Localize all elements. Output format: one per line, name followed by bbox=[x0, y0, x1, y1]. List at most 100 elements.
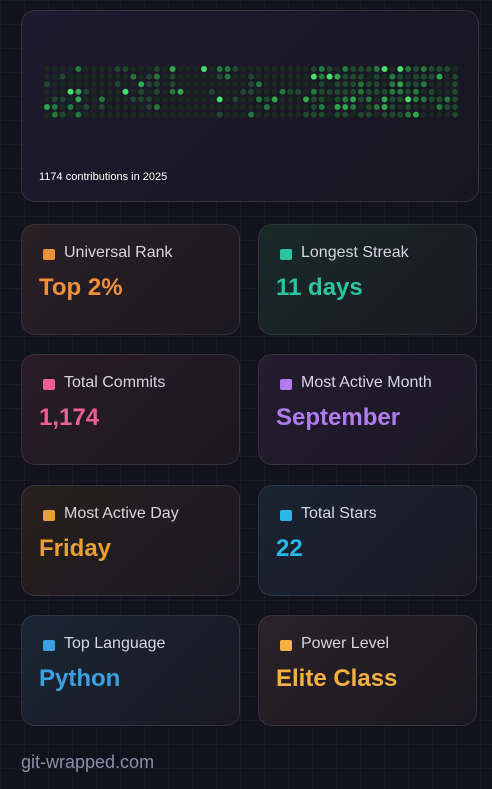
heatmap-dot bbox=[44, 81, 50, 88]
heatmap-dot bbox=[75, 81, 82, 88]
heatmap-dot bbox=[83, 111, 90, 118]
heatmap-dot bbox=[326, 88, 333, 95]
heatmap-dot bbox=[263, 73, 270, 80]
heatmap-dot bbox=[271, 96, 278, 103]
heatmap-dot bbox=[248, 104, 255, 110]
heatmap-dot bbox=[326, 111, 333, 118]
heatmap-dot bbox=[287, 111, 294, 118]
heatmap-dot bbox=[169, 104, 176, 110]
heatmap-dot bbox=[153, 66, 160, 72]
heatmap-dot bbox=[248, 96, 255, 103]
heatmap-dot bbox=[350, 73, 357, 80]
heatmap-dot bbox=[263, 88, 270, 95]
stat-card: Longest Streak 11 days bbox=[258, 224, 477, 335]
heatmap-dot bbox=[412, 111, 419, 118]
heatmap-dot bbox=[59, 81, 66, 88]
heatmap-dot bbox=[208, 81, 215, 88]
heatmap-dot bbox=[452, 111, 459, 118]
heatmap-dot bbox=[91, 104, 98, 110]
stat-card: Universal Rank Top 2% bbox=[21, 224, 240, 335]
heatmap-dot bbox=[350, 96, 357, 103]
heatmap-dot bbox=[98, 66, 105, 72]
heatmap-dot bbox=[342, 81, 349, 88]
stat-card: Top Language Python bbox=[21, 615, 240, 726]
heatmap-dot bbox=[279, 104, 286, 110]
stat-icon bbox=[43, 640, 55, 651]
heatmap-dot bbox=[310, 66, 317, 72]
heatmap-dot bbox=[177, 104, 184, 110]
heatmap-dot bbox=[428, 73, 435, 80]
heatmap-dot bbox=[106, 81, 113, 88]
stat-value: Elite Class bbox=[276, 665, 398, 692]
heatmap-dot bbox=[452, 104, 459, 110]
heatmap-dot bbox=[248, 111, 255, 118]
heatmap-dot bbox=[240, 96, 247, 103]
heatmap-dot bbox=[326, 73, 333, 80]
heatmap-dot bbox=[436, 96, 443, 103]
heatmap-dot bbox=[146, 66, 153, 72]
heatmap-dot bbox=[232, 111, 239, 118]
heatmap-dot bbox=[373, 66, 380, 72]
heatmap-dot bbox=[44, 96, 50, 103]
heatmap-dot bbox=[342, 96, 349, 103]
heatmap-dot bbox=[106, 111, 113, 118]
heatmap-dot bbox=[295, 66, 302, 72]
heatmap-dot bbox=[224, 104, 231, 110]
heatmap bbox=[44, 66, 459, 118]
heatmap-dot bbox=[295, 111, 302, 118]
heatmap-dot bbox=[436, 81, 443, 88]
heatmap-dot bbox=[153, 96, 160, 103]
heatmap-dot bbox=[193, 104, 200, 110]
heatmap-dot bbox=[381, 73, 388, 80]
stat-card: Power Level Elite Class bbox=[258, 615, 477, 726]
heatmap-dot bbox=[436, 111, 443, 118]
heatmap-dot bbox=[122, 66, 129, 72]
heatmap-dot bbox=[75, 88, 82, 95]
heatmap-dot bbox=[405, 88, 412, 95]
heatmap-dot bbox=[177, 96, 184, 103]
heatmap-dot bbox=[232, 96, 239, 103]
heatmap-dot bbox=[287, 81, 294, 88]
heatmap-dot bbox=[358, 81, 364, 88]
heatmap-dot bbox=[303, 104, 310, 110]
heatmap-dot bbox=[59, 88, 66, 95]
heatmap-dot bbox=[389, 73, 396, 80]
heatmap-dot bbox=[59, 111, 66, 118]
heatmap-dot bbox=[428, 96, 435, 103]
heatmap-dot bbox=[444, 66, 451, 72]
heatmap-dot bbox=[67, 73, 74, 80]
heatmap-dot bbox=[318, 66, 325, 72]
heatmap-dot bbox=[342, 88, 349, 95]
heatmap-dot bbox=[318, 73, 325, 80]
heatmap-dot bbox=[201, 66, 207, 72]
heatmap-dot bbox=[365, 66, 372, 72]
heatmap-dot bbox=[318, 81, 325, 88]
heatmap-dot bbox=[114, 111, 121, 118]
stat-icon bbox=[280, 510, 292, 521]
heatmap-dot bbox=[161, 73, 168, 80]
heatmap-dot bbox=[405, 66, 412, 72]
stat-value: 22 bbox=[276, 535, 303, 562]
heatmap-dot bbox=[185, 73, 192, 80]
heatmap-dot bbox=[318, 96, 325, 103]
heatmap-dot bbox=[185, 66, 192, 72]
heatmap-dot bbox=[452, 66, 459, 72]
heatmap-dot bbox=[397, 104, 404, 110]
heatmap-dot bbox=[177, 88, 184, 95]
heatmap-dot bbox=[358, 96, 364, 103]
heatmap-dot bbox=[44, 104, 50, 110]
heatmap-dot bbox=[255, 73, 262, 80]
heatmap-dot bbox=[130, 66, 137, 72]
heatmap-dot bbox=[287, 104, 294, 110]
heatmap-dot bbox=[59, 104, 66, 110]
heatmap-dot bbox=[146, 73, 153, 80]
heatmap-dot bbox=[389, 96, 396, 103]
heatmap-dot bbox=[389, 88, 396, 95]
stat-label: Total Commits bbox=[64, 374, 166, 391]
heatmap-dot bbox=[224, 111, 231, 118]
heatmap-dot bbox=[240, 81, 247, 88]
heatmap-dot bbox=[146, 88, 153, 95]
heatmap-dot bbox=[248, 88, 255, 95]
stat-label: Longest Streak bbox=[301, 244, 409, 261]
